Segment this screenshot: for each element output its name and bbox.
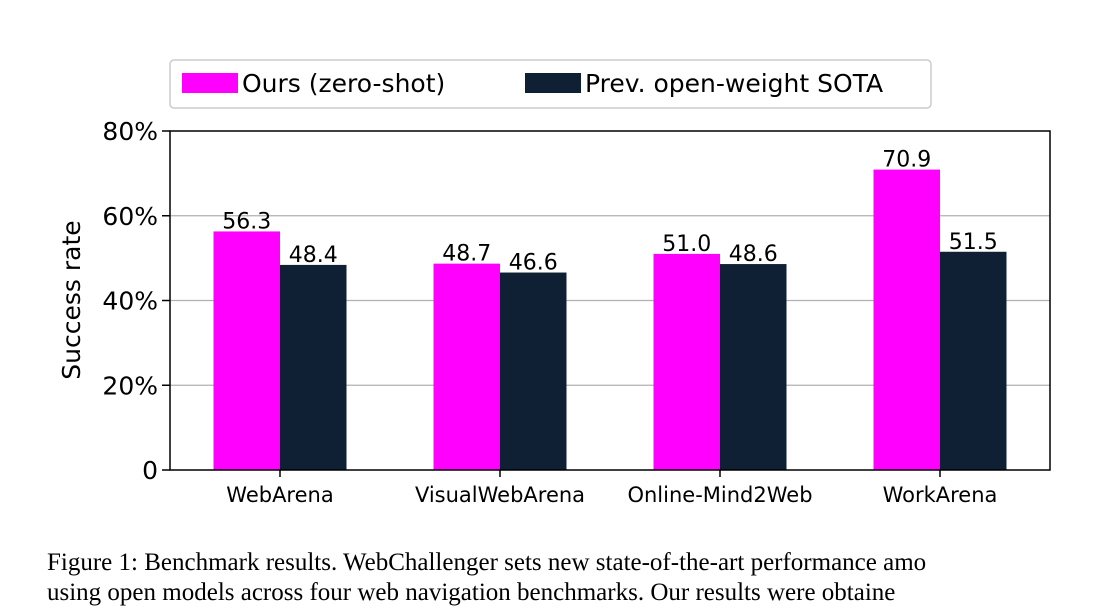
bar-value-label: 48.7	[442, 242, 491, 267]
plot-frame	[169, 130, 1051, 471]
value-labels: 56.3 48.4 48.7 46.6 51.0 48.6 70.9 51.5	[222, 148, 997, 276]
legend-swatch-ours	[182, 73, 238, 93]
legend-swatch-prev-sota	[525, 73, 581, 93]
bar-ours	[873, 169, 940, 470]
bar-ours	[213, 231, 280, 470]
bar-prev-sota	[720, 264, 787, 470]
y-tick-label: 40%	[102, 287, 158, 316]
x-tick-label: WorkArena	[883, 483, 998, 507]
y-axis-label: Success rate	[57, 220, 86, 379]
bars	[213, 169, 1007, 470]
bar-prev-sota	[280, 264, 347, 470]
bar-value-label: 48.6	[729, 242, 778, 267]
bar-ours	[433, 263, 500, 470]
bar-value-label: 48.4	[289, 243, 338, 268]
axis-ticks: 0 20% 40% 60% 80% WebArena VisualWebArena Onlin…	[102, 117, 997, 507]
x-tick-label: Online-Mind2Web	[627, 483, 812, 507]
chart-legend: Ours (zero-shot) Prev. open-weight SOTA	[169, 59, 932, 109]
bar-ours	[653, 253, 720, 470]
bar-value-label: 70.9	[882, 148, 931, 173]
caption-line-2: using open models across four web naviga…	[47, 579, 896, 606]
y-tick-label: 0	[142, 456, 158, 485]
bar-value-label: 51.5	[949, 230, 998, 255]
x-tick-label: WebArena	[226, 483, 333, 507]
figure-caption: Figure 1: Benchmark results. WebChalleng…	[47, 548, 1111, 608]
bar-prev-sota	[500, 272, 567, 470]
y-tick-label: 60%	[102, 202, 158, 231]
caption-line-1: Figure 1: Benchmark results. WebChalleng…	[47, 549, 927, 576]
legend-label-ours: Ours (zero-shot)	[242, 69, 445, 98]
bar-value-label: 56.3	[222, 209, 271, 234]
y-tick-label: 20%	[102, 371, 158, 400]
y-tick-label: 80%	[102, 117, 158, 146]
legend-label-prev-sota: Prev. open-weight SOTA	[585, 69, 883, 98]
bar-prev-sota	[940, 251, 1007, 470]
x-tick-label: VisualWebArena	[415, 483, 585, 507]
bar-value-label: 51.0	[662, 232, 711, 257]
bar-value-label: 46.6	[509, 251, 558, 276]
